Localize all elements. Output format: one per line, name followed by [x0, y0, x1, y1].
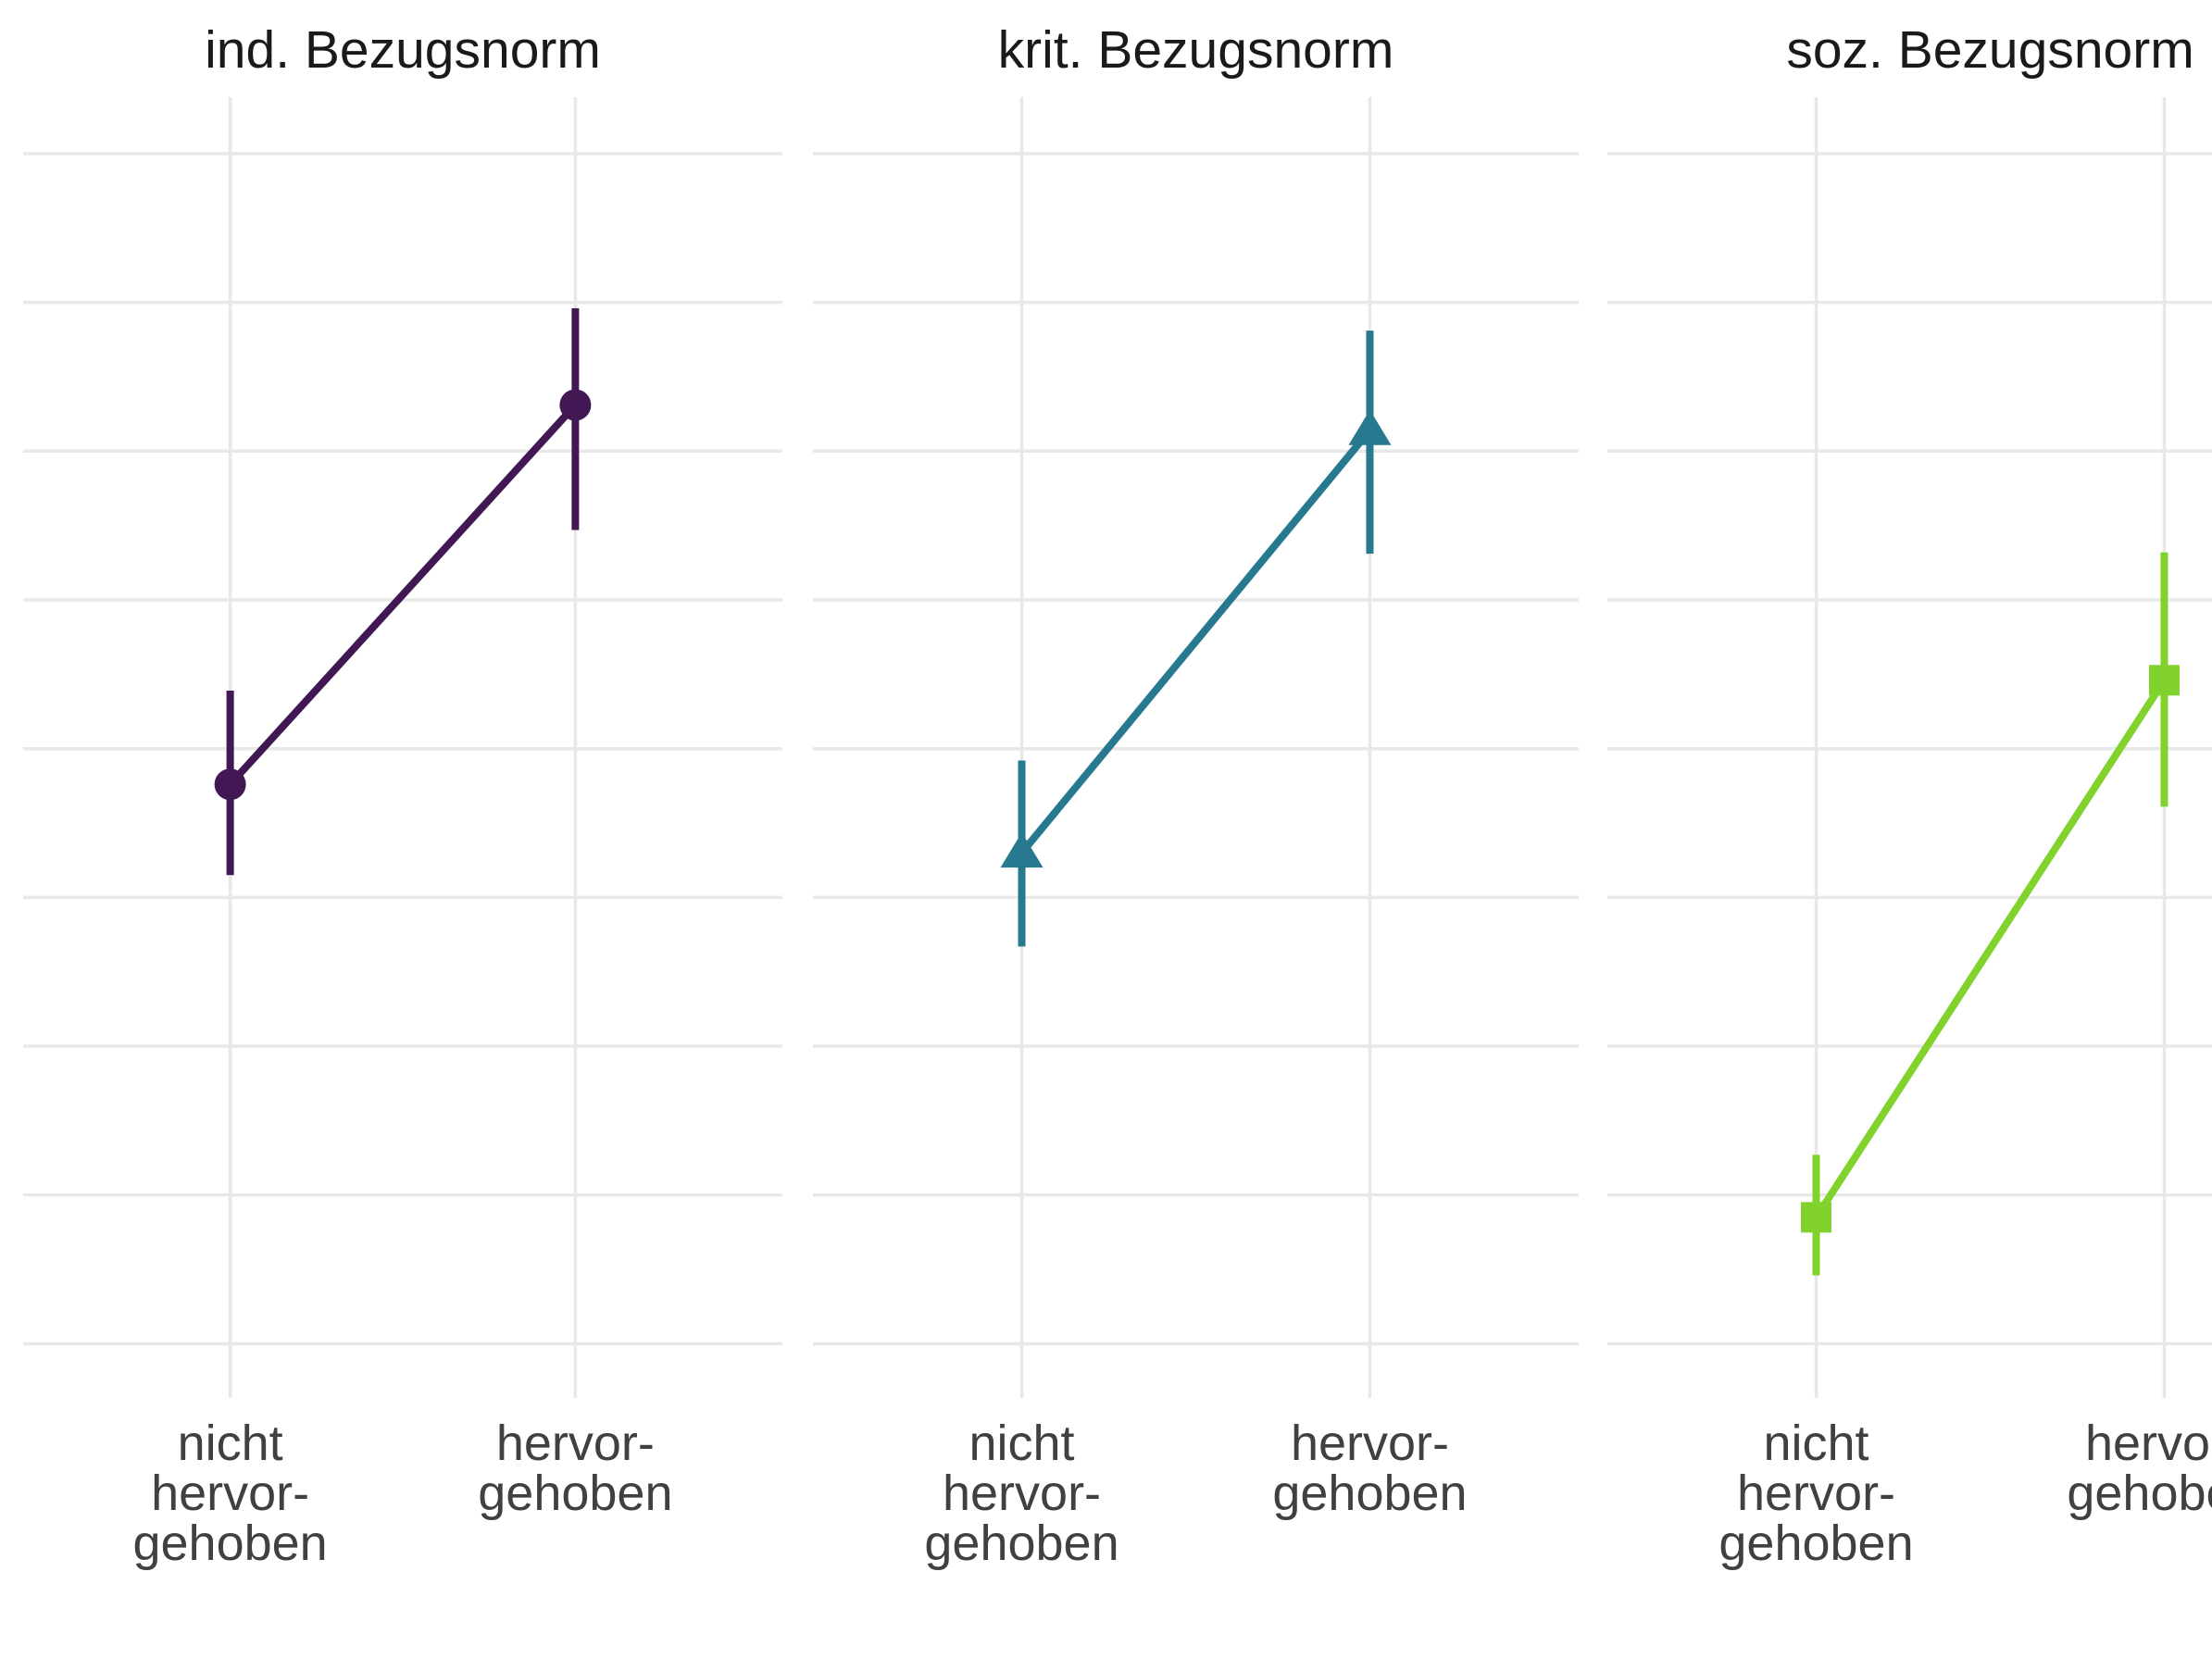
- series-line: [1813, 678, 2168, 1220]
- x-tick-line: gehoben: [2067, 1466, 2212, 1521]
- x-tick-line: nicht: [969, 1416, 1075, 1471]
- x-tick-line: gehoben: [924, 1516, 1119, 1571]
- x-tick-line: gehoben: [132, 1516, 328, 1571]
- point-marker-circle: [214, 768, 246, 801]
- facet-title-soz-bezugsnorm: soz. Bezugsnorm: [1786, 20, 2194, 80]
- point-marker-triangle: [1348, 409, 1392, 445]
- x-tick-label-nicht-hervorgehoben: nicht hervor- gehoben: [865, 1418, 1180, 1568]
- x-tick-line: hervor-: [2084, 1416, 2212, 1471]
- x-tick-line: gehoben: [478, 1466, 673, 1521]
- point-marker-square: [1801, 1202, 1832, 1233]
- facet-title-ind-bezugsnorm: ind. Bezugsnorm: [205, 20, 601, 80]
- x-tick-label-hervorgehoben: hervor- gehoben: [2006, 1418, 2212, 1518]
- x-tick-line: gehoben: [1718, 1516, 1914, 1571]
- x-tick-line: hervor-: [151, 1466, 310, 1521]
- point-marker-triangle: [1000, 832, 1044, 868]
- point-marker-circle: [559, 389, 592, 421]
- x-tick-line: nicht: [177, 1416, 283, 1471]
- x-tick-line: hervor-: [1736, 1466, 1896, 1521]
- series-line: [1019, 428, 1373, 855]
- x-tick-line: hervor-: [942, 1466, 1102, 1521]
- x-tick-line: hervor-: [495, 1416, 655, 1471]
- point-marker-square: [2148, 665, 2180, 696]
- x-tick-line: hervor-: [1290, 1416, 1449, 1471]
- facet-panel-soz-bezugsnorm: [1607, 97, 2212, 1398]
- x-tick-label-nicht-hervorgehoben: nicht hervor- gehoben: [73, 1418, 388, 1568]
- x-tick-label-nicht-hervorgehoben: nicht hervor- gehoben: [1659, 1418, 1974, 1568]
- x-tick-line: gehoben: [1272, 1466, 1468, 1521]
- series-line: [227, 402, 579, 787]
- x-tick-label-hervorgehoben: hervor- gehoben: [418, 1418, 732, 1518]
- facet-panel-krit-bezugsnorm: [813, 97, 1579, 1398]
- x-tick-label-hervorgehoben: hervor- gehoben: [1212, 1418, 1527, 1518]
- facet-panel-ind-bezugsnorm: [23, 97, 782, 1398]
- x-tick-line: nicht: [1763, 1416, 1869, 1471]
- facet-title-krit-bezugsnorm: krit. Bezugsnorm: [997, 20, 1394, 80]
